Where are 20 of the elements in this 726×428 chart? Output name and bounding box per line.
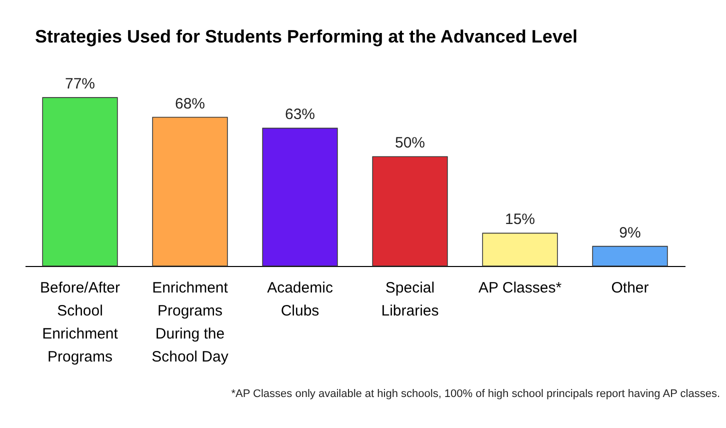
chart-title: Strategies Used for Students Performing at the Advanced Level	[35, 26, 578, 47]
x-tick-label: Academic Clubs	[267, 280, 334, 320]
x-tick-label: Before/After School Enrichment Programs	[40, 280, 120, 366]
bar	[42, 97, 118, 266]
data-label: 63%	[284, 106, 316, 124]
x-tick-label: AP Classes*	[478, 280, 562, 296]
data-label: 15%	[504, 211, 536, 228]
x-tick-label: Enrichment Programs During the School Day	[152, 280, 229, 366]
data-label: 9%	[619, 224, 641, 242]
x-tick-label: Other	[611, 280, 649, 296]
data-label: 77%	[64, 76, 96, 93]
text: *AP Classes only available at high schools, 100% of high school principals report having AP classes.	[230, 388, 720, 400]
bar	[482, 232, 558, 266]
bar	[262, 128, 338, 266]
x-tick-label: Special Libraries	[381, 280, 439, 320]
bar	[592, 246, 668, 266]
bar	[372, 156, 448, 266]
data-label: 68%	[174, 95, 206, 112]
bar	[152, 116, 228, 266]
data-label: 50%	[394, 134, 426, 152]
